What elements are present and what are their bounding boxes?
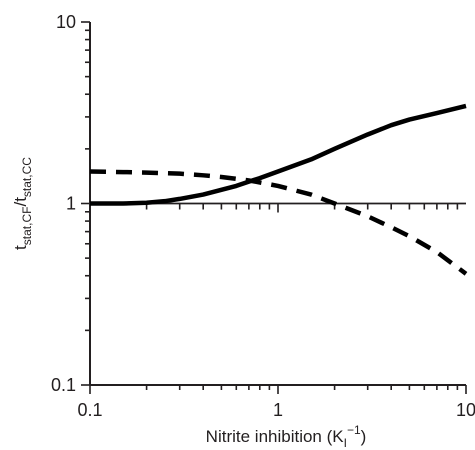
x-tick-label: 1 (273, 400, 283, 420)
x-tick-label: 10 (456, 400, 475, 420)
series-group (89, 103, 468, 276)
axes (81, 21, 467, 394)
series-line-dashed (89, 169, 468, 276)
y-tick-label: 1 (66, 194, 76, 214)
x-axis-title: Nitrite inhibition (KI−1) (206, 423, 367, 450)
series-line-solid (90, 103, 467, 206)
y-tick-label: 10 (56, 12, 76, 32)
y-tick-label: 0.1 (51, 375, 76, 395)
y-axis-title: tstat,CF/tstat,CC (11, 157, 34, 250)
axis-labels: 0.1 1 10 0.1 1 10 Nitrite inhibition (KI−1) tst… (11, 12, 475, 450)
x-tick-label: 0.1 (77, 400, 102, 420)
